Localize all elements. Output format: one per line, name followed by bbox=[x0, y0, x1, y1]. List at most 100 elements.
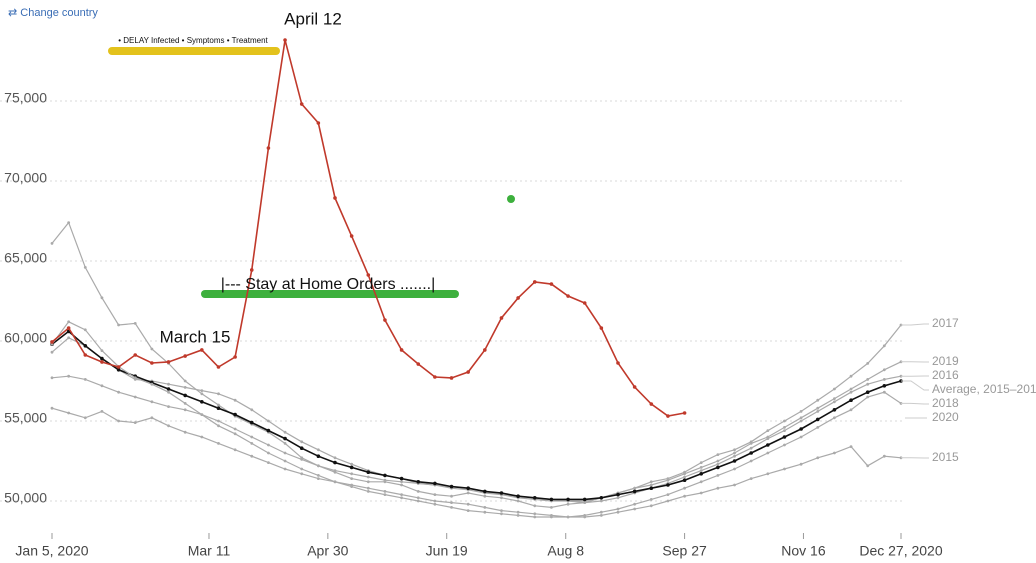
series-line bbox=[51, 39, 685, 417]
data-point bbox=[466, 486, 470, 491]
data-point bbox=[849, 408, 853, 412]
data-point bbox=[333, 469, 337, 472]
data-point bbox=[582, 301, 587, 305]
data-point bbox=[416, 490, 420, 493]
data-point bbox=[399, 348, 404, 352]
data-point bbox=[383, 473, 387, 478]
data-point bbox=[400, 496, 403, 500]
data-point bbox=[549, 282, 554, 286]
data-point bbox=[682, 478, 687, 483]
change-country-link[interactable]: ⇄ Change country bbox=[8, 7, 98, 19]
data-point bbox=[166, 360, 171, 364]
x-tick-label: Apr 30 bbox=[307, 543, 348, 559]
data-point bbox=[150, 361, 154, 365]
data-point bbox=[66, 326, 71, 330]
data-point bbox=[533, 504, 537, 508]
data-point bbox=[716, 486, 720, 490]
series-label: Average, 2015–201 bbox=[932, 382, 1036, 396]
data-point bbox=[583, 501, 587, 504]
data-point bbox=[699, 469, 703, 472]
data-point bbox=[300, 458, 304, 461]
data-point bbox=[766, 451, 770, 455]
data-point bbox=[616, 510, 620, 514]
data-point bbox=[783, 443, 786, 447]
data-point bbox=[283, 436, 287, 441]
data-point bbox=[233, 412, 237, 417]
data-point bbox=[783, 467, 786, 471]
data-point bbox=[183, 354, 187, 358]
series-line bbox=[51, 337, 902, 504]
data-point bbox=[683, 494, 686, 498]
data-point bbox=[450, 506, 453, 509]
data-point bbox=[799, 419, 803, 423]
data-point bbox=[349, 234, 354, 238]
data-point bbox=[649, 480, 653, 484]
data-point bbox=[616, 496, 620, 500]
data-point bbox=[366, 480, 370, 484]
data-point bbox=[599, 496, 604, 500]
data-point bbox=[866, 464, 870, 468]
data-point bbox=[466, 502, 470, 506]
data-point bbox=[249, 268, 254, 272]
data-point bbox=[366, 486, 370, 490]
data-point bbox=[733, 483, 736, 487]
data-point bbox=[749, 442, 753, 445]
data-point bbox=[633, 486, 637, 490]
data-point bbox=[616, 507, 620, 511]
data-point bbox=[766, 472, 770, 476]
data-point bbox=[716, 462, 720, 466]
x-tick-label: Sep 27 bbox=[662, 543, 707, 559]
data-point bbox=[816, 456, 820, 460]
data-point bbox=[766, 437, 770, 440]
data-point bbox=[566, 515, 570, 519]
data-point bbox=[833, 416, 836, 420]
data-point bbox=[283, 451, 287, 455]
data-point bbox=[683, 486, 686, 490]
data-point bbox=[649, 486, 654, 491]
data-point bbox=[499, 316, 504, 320]
x-tick-label: Nov 16 bbox=[781, 543, 826, 559]
data-point bbox=[233, 398, 237, 402]
data-point bbox=[416, 362, 421, 366]
data-point bbox=[783, 429, 786, 432]
data-point bbox=[283, 467, 287, 471]
series-label: 2018 bbox=[932, 396, 959, 410]
data-point bbox=[83, 266, 87, 269]
data-point bbox=[815, 417, 820, 422]
data-point bbox=[250, 435, 254, 439]
data-point bbox=[733, 467, 736, 471]
y-tick-label: 50,000 bbox=[4, 490, 47, 506]
data-point bbox=[466, 370, 470, 374]
data-point bbox=[283, 459, 287, 463]
annotation: |--- Stay at Home Orders .......| bbox=[221, 276, 436, 293]
data-point bbox=[532, 280, 537, 284]
data-point bbox=[316, 477, 320, 480]
data-point bbox=[882, 368, 886, 372]
data-point bbox=[832, 408, 837, 412]
data-point bbox=[299, 102, 304, 106]
data-point bbox=[283, 442, 287, 445]
data-point bbox=[183, 386, 187, 389]
data-point bbox=[866, 395, 870, 399]
data-point bbox=[183, 379, 187, 383]
data-point bbox=[533, 512, 537, 516]
data-point bbox=[633, 507, 637, 511]
data-point bbox=[466, 509, 470, 512]
data-point bbox=[67, 221, 71, 225]
data-point bbox=[532, 496, 537, 500]
data-point bbox=[865, 390, 870, 395]
data-point bbox=[366, 470, 371, 475]
data-point bbox=[433, 375, 437, 379]
data-point bbox=[716, 465, 720, 470]
series-line bbox=[51, 221, 902, 509]
data-point bbox=[849, 390, 853, 394]
data-point bbox=[616, 492, 620, 497]
data-point bbox=[766, 429, 770, 432]
data-point bbox=[682, 411, 687, 415]
data-point bbox=[783, 426, 786, 429]
data-point bbox=[516, 510, 520, 514]
data-point bbox=[200, 400, 204, 404]
data-point bbox=[117, 390, 120, 394]
data-point bbox=[200, 413, 204, 416]
data-point bbox=[699, 491, 703, 495]
